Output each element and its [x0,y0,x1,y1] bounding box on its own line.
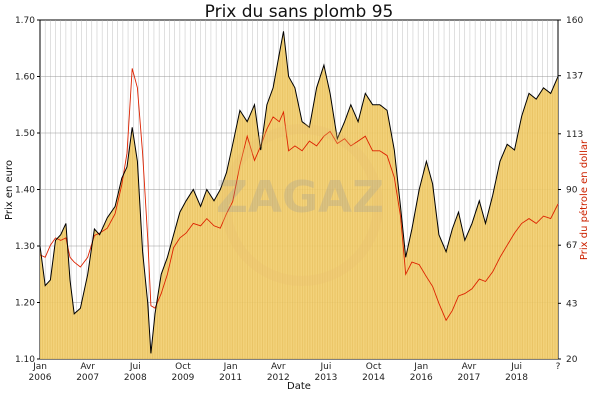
y2-tick-label: 67 [566,241,577,251]
x-tick-label-month: Avr [462,362,477,372]
x-tick-label-month: Jui [510,362,522,372]
tick-layer: 1.10 1.20 1.30 1.40 1.50 1.60 1.70 20 43 67 90 113 1… [15,16,583,383]
y2-tick-label: 160 [566,16,583,26]
x-tick-label-year: 2016 [410,373,433,383]
x-tick-label-month: Avr [80,362,95,372]
y2-tick-label: 20 [566,355,578,365]
x-axis-label: Date [287,381,311,392]
x-tick-label-month: Oct [366,362,382,372]
y-tick-label: 1.60 [15,73,35,83]
x-tick-label-year: 2014 [362,373,385,383]
oil-price-line [39,68,559,322]
y-tick-label: 1.30 [15,242,35,252]
y-axis-label: Prix en euro [4,160,15,220]
x-tick-label-month: ? [556,362,561,372]
x-tick-label-year: 2017 [457,373,480,383]
x-tick-label-month: Jui [320,362,332,372]
chart-title: Prix du sans plomb 95 [205,2,394,22]
x-tick-label-year: 2008 [124,373,147,383]
x-tick-label-month: Jui [129,362,141,372]
x-tick-label-year: 2011 [219,373,242,383]
y2-tick-label: 90 [566,186,578,196]
y-tick-label: 1.20 [15,299,35,309]
watermark-text: ZAGAZ [216,172,384,223]
y-tick-label: 1.40 [15,186,35,196]
x-tick-label-year: 2012 [267,373,290,383]
price-area [40,31,558,360]
x-tick-label-month: Jan [413,362,428,372]
y-tick-label: 1.10 [15,355,35,365]
x-tick-label-month: Oct [175,362,191,372]
x-tick-label-year: 2013 [314,373,337,383]
x-tick-label-month: Jan [32,362,47,372]
x-tick-label-year: 2007 [76,373,99,383]
y2-tick-label: 113 [566,130,583,140]
x-tick-label-month: Avr [271,362,286,372]
watermark-logo: ZAGAZ [216,124,384,286]
x-tick-label-year: 2006 [29,373,52,383]
y2-tick-label: 43 [566,299,577,309]
y-tick-label: 1.70 [15,16,35,26]
y2-axis-label: Prix du pétrole en dollar [578,139,590,260]
x-tick-label-year: 2018 [505,373,528,383]
y-tick-label: 1.50 [15,129,35,139]
x-tick-label-year: 2009 [172,373,195,383]
fuel-price-line [39,31,559,354]
watermark-ring [221,124,383,286]
y2-tick-label: 137 [566,72,583,82]
x-tick-label-month: Jan [223,362,238,372]
